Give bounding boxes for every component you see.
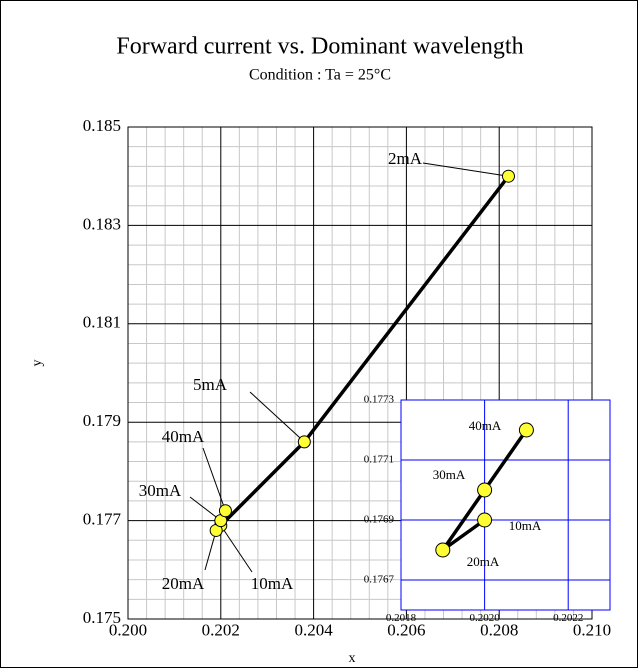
point-label: 40mA <box>469 418 502 433</box>
data-point <box>477 482 493 498</box>
series-line <box>441 428 528 552</box>
data-point <box>218 504 232 518</box>
x-tick-label: 0.202 <box>202 621 240 640</box>
y-tick-label: 0.185 <box>83 116 121 135</box>
leader-line <box>220 525 253 573</box>
x-tick-label: 0.204 <box>294 621 333 640</box>
point-label: 2mA <box>388 149 423 168</box>
point-label: 10mA <box>251 574 294 593</box>
x-tick-label: 0.208 <box>480 621 518 640</box>
point-label: 30mA <box>433 467 466 482</box>
point-label: 20mA <box>467 554 500 569</box>
leader-line <box>249 391 305 443</box>
y-axis-label: y <box>30 360 45 367</box>
point-label: 10mA <box>509 518 542 533</box>
x-tick-label: 0.2018 <box>386 612 417 624</box>
point-label: 40mA <box>162 427 205 446</box>
data-point <box>477 512 493 528</box>
y-tick-label: 0.181 <box>83 313 121 332</box>
x-tick-label: 0.2020 <box>469 612 500 624</box>
x-axis-label: x <box>349 651 356 666</box>
y-tick-label: 0.179 <box>83 411 121 430</box>
chart-title: Forward current vs. Dominant wavelength <box>116 34 523 60</box>
y-tick-label: 0.177 <box>83 510 122 529</box>
y-tick-label: 0.183 <box>83 214 121 233</box>
data-point <box>297 435 311 449</box>
y-tick-label: 0.175 <box>83 608 121 627</box>
data-point <box>518 422 534 438</box>
point-label: 5mA <box>193 375 228 394</box>
x-tick-label: 0.200 <box>109 621 147 640</box>
plot-border <box>400 399 611 611</box>
plot-border <box>127 126 593 620</box>
data-point <box>435 542 451 558</box>
leader-line <box>422 162 509 177</box>
point-label: 20mA <box>162 574 205 593</box>
y-tick-label: 0.1773 <box>364 394 395 406</box>
x-tick-label: 0.2022 <box>553 612 583 624</box>
leader-line <box>204 530 217 571</box>
point-label: 30mA <box>139 481 182 500</box>
y-tick-label: 0.1769 <box>364 514 395 526</box>
y-tick-label: 0.1771 <box>364 454 394 466</box>
x-tick-label: 0.210 <box>573 621 611 640</box>
x-tick-label: 0.206 <box>387 621 425 640</box>
y-tick-label: 0.1767 <box>364 574 395 586</box>
chart-subtitle: Condition : Ta = 25°C <box>249 67 391 84</box>
leader-line <box>202 447 226 511</box>
data-point <box>501 169 515 183</box>
inset-background <box>401 400 610 610</box>
